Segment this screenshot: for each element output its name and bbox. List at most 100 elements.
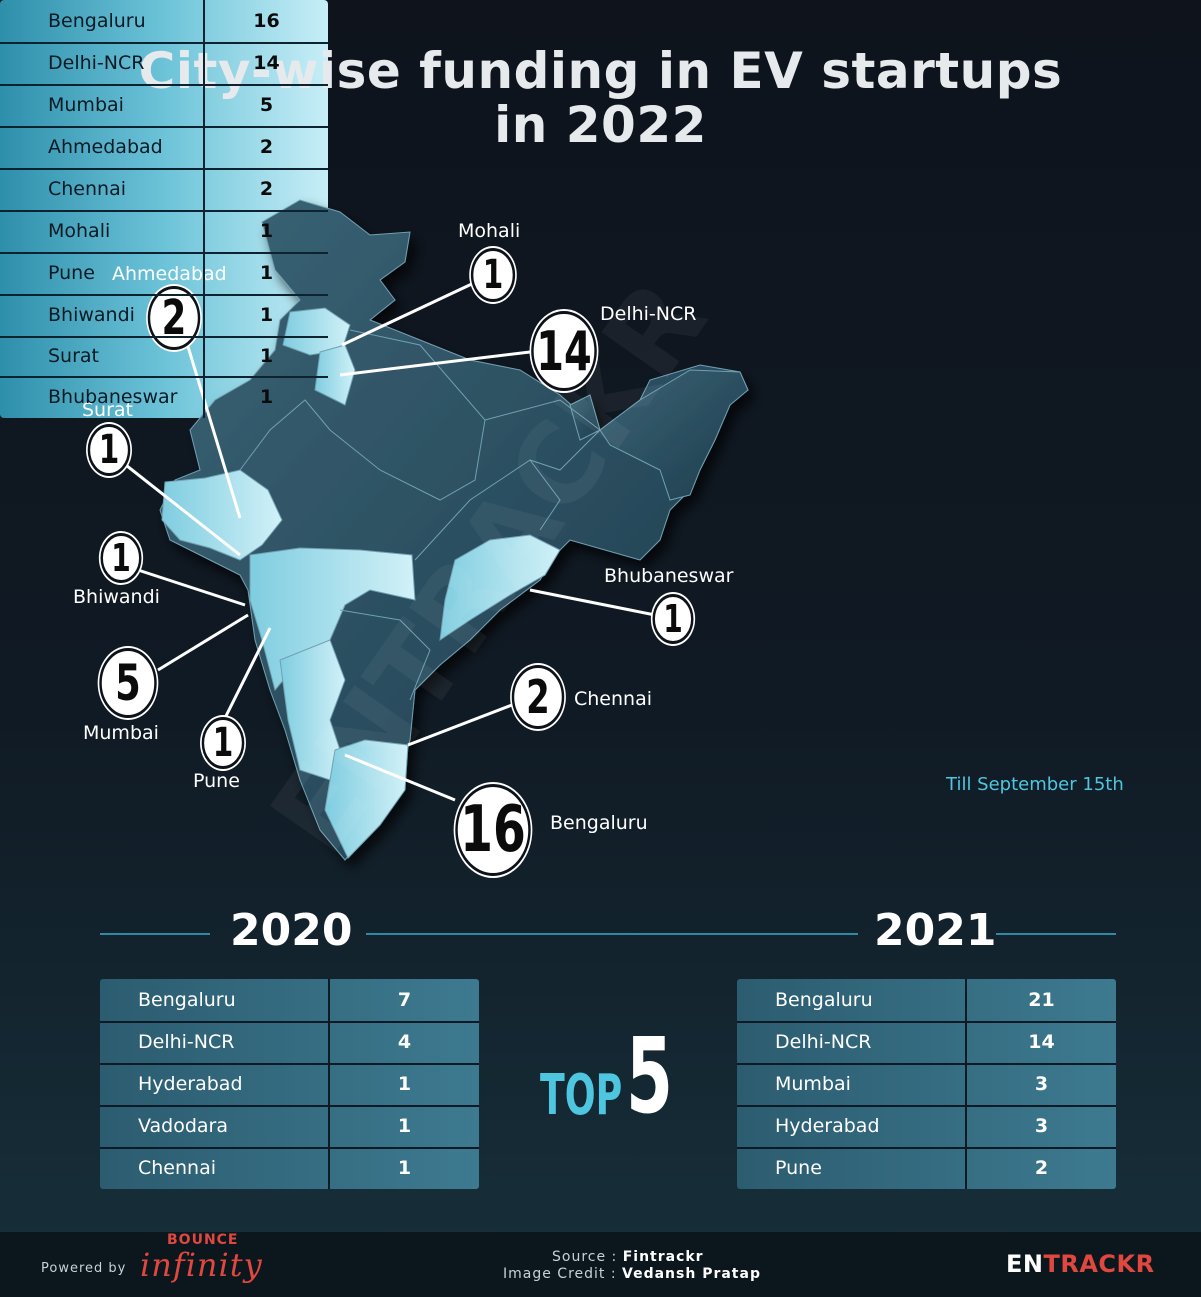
row-value: 5 — [259, 94, 274, 116]
table-row: Pune 1 — [0, 252, 328, 296]
row-city: Surat — [0, 336, 205, 376]
row-value: 16 — [253, 10, 280, 32]
logo-part1: EN — [1006, 1250, 1044, 1278]
count-bubble-mumbai: 5 — [99, 648, 157, 718]
table-row: Delhi-NCR 14 — [0, 42, 328, 86]
table-row: Bengaluru 16 — [0, 0, 328, 44]
row-value: 4 — [397, 1031, 412, 1053]
table-row: Mohali 1 — [0, 210, 328, 254]
row-city: Bengaluru — [0, 0, 205, 42]
table-row: Hyderabad 3 — [737, 1105, 1116, 1149]
table-row: Chennai 2 — [0, 168, 328, 212]
row-city: Chennai — [100, 1147, 330, 1189]
table-row: Chennai 1 — [100, 1147, 479, 1189]
credit-label: Image Credit : — [503, 1266, 623, 1282]
row-value: 2 — [1034, 1157, 1049, 1179]
count-bubble-bengaluru: 16 — [455, 784, 531, 876]
row-city: Hyderabad — [100, 1063, 330, 1105]
city-label-mumbai: Mumbai — [83, 722, 159, 744]
maharashtra-state — [249, 547, 416, 692]
city-label-mohali: Mohali — [458, 220, 521, 242]
row-value: 1 — [259, 304, 274, 326]
row-city: Delhi-NCR — [100, 1021, 330, 1063]
row-city: Mohali — [0, 210, 205, 252]
count-bubble-bhiwandi: 1 — [100, 533, 142, 583]
row-city: Delhi-NCR — [737, 1021, 967, 1063]
source-label: Source : — [552, 1249, 623, 1265]
row-value: 2 — [259, 136, 274, 158]
year-2020-heading: 2020 — [230, 905, 353, 956]
row-value: 1 — [259, 386, 274, 408]
city-label-bengaluru: Bengaluru — [550, 812, 648, 834]
row-city: Pune — [737, 1147, 967, 1189]
year-2021-heading: 2021 — [874, 905, 997, 956]
northeast-region — [599, 369, 749, 501]
row-city: Bengaluru — [100, 979, 330, 1021]
count-bubble-delhi-ncr: 14 — [531, 311, 597, 391]
table-row: Bengaluru 21 — [737, 979, 1116, 1023]
table-note: Till September 15th — [946, 774, 1124, 795]
table-2020: Bengaluru 7 Delhi-NCR 4 Hyderabad 1 Vadodar… — [100, 979, 479, 1189]
credit-line: Image Credit : Vedansh Pratap — [503, 1266, 761, 1282]
gujarat-state — [161, 469, 283, 561]
row-value: 1 — [397, 1157, 412, 1179]
page-title-line2: in 2022 — [494, 96, 707, 154]
logo-part2: TRACKR — [1043, 1250, 1155, 1278]
row-value: 2 — [259, 178, 274, 200]
row-value: 1 — [397, 1073, 412, 1095]
row-city: Chennai — [0, 168, 205, 210]
table-row: Vadodara 1 — [100, 1105, 479, 1149]
powered-by-label: Powered by — [41, 1261, 127, 1276]
source-line: Source : Fintrackr — [552, 1249, 704, 1265]
count-bubble-mohali: 1 — [470, 248, 516, 302]
city-label-delhi-ncr: Delhi-NCR — [600, 303, 697, 325]
row-city: Mumbai — [0, 84, 205, 126]
row-city: Pune — [0, 252, 205, 294]
city-label-bhubaneswar: Bhubaneswar — [604, 565, 734, 587]
row-value: 1 — [259, 345, 274, 367]
row-city: Bengaluru — [737, 979, 967, 1021]
top5-text: TOP — [540, 1062, 623, 1128]
row-value: 1 — [259, 220, 274, 242]
table-row: Surat 1 — [0, 336, 328, 378]
table-row: Mumbai 3 — [737, 1063, 1116, 1107]
bounce-infinity-logo: infinity — [140, 1246, 263, 1284]
table-row: Bhiwandi 1 — [0, 294, 328, 338]
row-value: 3 — [1034, 1115, 1049, 1137]
divider-line — [100, 933, 210, 935]
city-label-chennai: Chennai — [574, 688, 653, 710]
count-bubble-pune: 1 — [201, 717, 245, 769]
row-city: Bhiwandi — [0, 294, 205, 336]
source-value: Fintrackr — [622, 1249, 704, 1265]
row-value: 1 — [397, 1115, 412, 1137]
row-value: 14 — [1028, 1031, 1055, 1053]
entrackr-logo: ENTRACKR — [1006, 1250, 1155, 1278]
row-city: Mumbai — [737, 1063, 967, 1105]
table-row: Mumbai 5 — [0, 84, 328, 128]
city-label-pune: Pune — [193, 770, 240, 792]
odisha-state — [439, 534, 561, 642]
table-2022: Bengaluru 16 Delhi-NCR 14 Mumbai 5 Ahmedaba… — [0, 0, 328, 418]
haryana-state — [314, 344, 356, 406]
tamil-nadu-state — [324, 739, 409, 859]
count-bubble-chennai: 2 — [511, 665, 565, 729]
city-label-surat: Surat — [82, 399, 134, 421]
row-city: Hyderabad — [737, 1105, 967, 1147]
row-city: Ahmedabad — [0, 126, 205, 168]
table-row: Bengaluru 7 — [100, 979, 479, 1023]
row-city: Delhi-NCR — [0, 42, 205, 84]
count-bubble-surat: 1 — [87, 424, 131, 476]
row-value: 21 — [1028, 989, 1055, 1011]
row-city: Bhubaneswar — [0, 376, 205, 418]
row-value: 3 — [1034, 1073, 1049, 1095]
divider-line — [366, 933, 858, 935]
table-row: Delhi-NCR 14 — [737, 1021, 1116, 1065]
city-label-bhiwandi: Bhiwandi — [73, 586, 160, 608]
row-value: 1 — [259, 262, 274, 284]
divider-line — [996, 933, 1116, 935]
credit-value: Vedansh Pratap — [622, 1266, 761, 1282]
page-title: City-wise funding in EV startups — [138, 42, 1063, 100]
table-row: Delhi-NCR 4 — [100, 1021, 479, 1065]
table-row: Hyderabad 1 — [100, 1063, 479, 1107]
